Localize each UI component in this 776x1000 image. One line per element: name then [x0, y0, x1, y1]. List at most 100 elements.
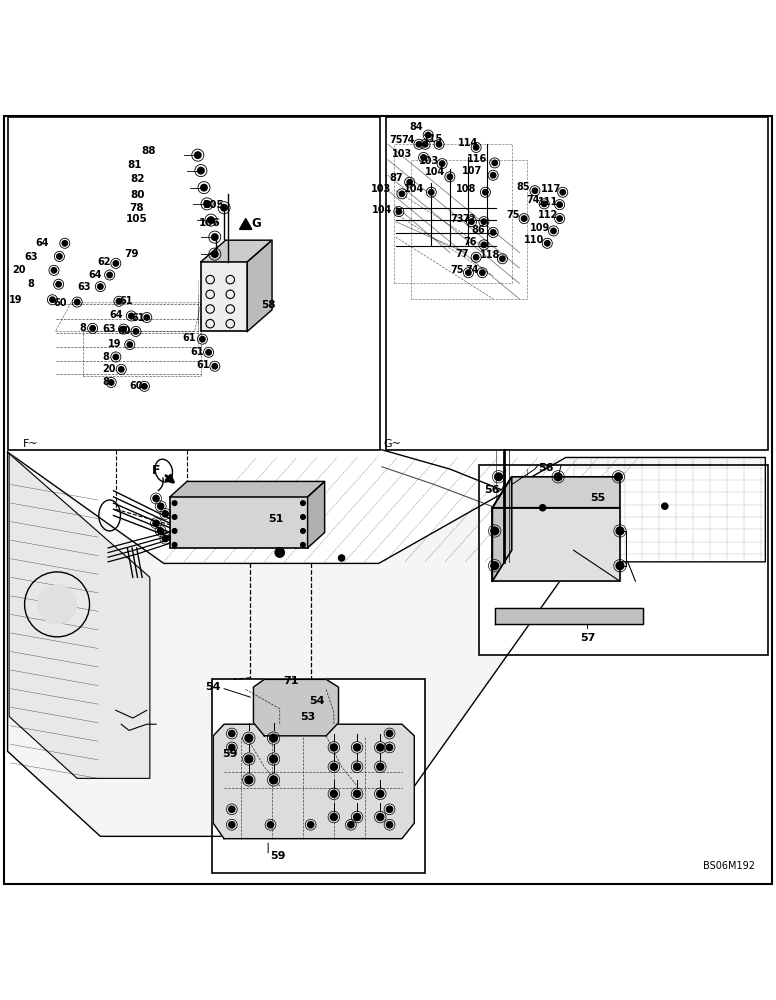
Circle shape: [270, 776, 278, 784]
Text: 86: 86: [472, 225, 486, 235]
Circle shape: [521, 216, 527, 221]
Circle shape: [300, 543, 305, 547]
Circle shape: [386, 806, 393, 812]
Circle shape: [204, 201, 210, 207]
Circle shape: [616, 562, 624, 570]
Text: 108: 108: [456, 184, 476, 194]
Circle shape: [270, 734, 278, 742]
Circle shape: [245, 734, 253, 742]
Text: 63: 63: [78, 282, 91, 292]
Polygon shape: [213, 724, 414, 839]
Circle shape: [377, 763, 384, 770]
Circle shape: [428, 190, 434, 195]
Text: 111: 111: [538, 197, 558, 207]
Text: 118: 118: [480, 250, 500, 260]
Text: 104: 104: [372, 205, 393, 215]
Text: 103: 103: [419, 156, 439, 166]
Text: 107: 107: [462, 166, 483, 176]
Text: F: F: [152, 464, 161, 477]
Circle shape: [354, 744, 361, 751]
Text: 54: 54: [309, 696, 324, 706]
Polygon shape: [307, 481, 324, 548]
Text: 8: 8: [102, 377, 109, 387]
Text: 61: 61: [132, 313, 145, 323]
Text: 106: 106: [199, 218, 221, 228]
Circle shape: [483, 190, 488, 195]
Circle shape: [386, 744, 393, 751]
Circle shape: [113, 354, 119, 360]
Bar: [170, 497, 307, 548]
Circle shape: [551, 228, 556, 234]
Circle shape: [245, 755, 253, 763]
Circle shape: [545, 241, 550, 246]
Text: 55: 55: [591, 493, 606, 503]
Text: 51: 51: [268, 514, 283, 524]
Circle shape: [422, 142, 428, 147]
Circle shape: [56, 282, 61, 287]
Circle shape: [616, 527, 624, 535]
Text: 19: 19: [9, 295, 23, 305]
Bar: [8, 117, 380, 450]
Circle shape: [439, 161, 445, 166]
Text: 59: 59: [222, 749, 237, 759]
Circle shape: [158, 528, 164, 534]
Circle shape: [119, 367, 124, 372]
Circle shape: [481, 242, 487, 248]
Circle shape: [245, 776, 253, 784]
Circle shape: [199, 336, 205, 342]
Circle shape: [195, 152, 201, 158]
Circle shape: [113, 261, 119, 266]
Text: 117: 117: [541, 184, 561, 194]
Circle shape: [229, 730, 235, 737]
Circle shape: [491, 527, 498, 535]
Circle shape: [158, 503, 164, 509]
Circle shape: [50, 297, 55, 302]
Circle shape: [300, 529, 305, 533]
Text: 64: 64: [88, 270, 102, 280]
Circle shape: [466, 270, 471, 275]
Circle shape: [221, 204, 227, 211]
Circle shape: [121, 326, 126, 332]
Circle shape: [229, 822, 235, 828]
Circle shape: [532, 188, 538, 193]
Text: 85: 85: [517, 182, 530, 192]
Polygon shape: [8, 452, 765, 836]
Circle shape: [557, 216, 563, 221]
Text: 114: 114: [458, 138, 479, 148]
Text: 56: 56: [538, 463, 553, 473]
Circle shape: [208, 217, 214, 223]
Text: 104: 104: [404, 184, 424, 194]
Text: 74: 74: [526, 195, 539, 205]
Circle shape: [172, 501, 177, 505]
Text: 77: 77: [456, 249, 469, 259]
Circle shape: [338, 555, 345, 561]
Text: 61: 61: [196, 360, 210, 370]
Circle shape: [377, 790, 384, 797]
Circle shape: [206, 350, 211, 355]
Circle shape: [615, 473, 622, 481]
Circle shape: [133, 329, 139, 334]
Text: 72: 72: [462, 214, 476, 224]
Circle shape: [539, 505, 546, 511]
Text: 104: 104: [425, 167, 445, 177]
Text: BS06M192: BS06M192: [702, 861, 754, 871]
Circle shape: [270, 755, 278, 763]
Circle shape: [229, 744, 235, 751]
Circle shape: [107, 272, 113, 278]
Circle shape: [127, 342, 133, 347]
Circle shape: [98, 284, 103, 289]
Circle shape: [447, 174, 452, 179]
Text: 59: 59: [271, 851, 286, 861]
Circle shape: [144, 315, 150, 320]
Circle shape: [399, 191, 404, 197]
Circle shape: [491, 562, 498, 570]
Text: 61: 61: [119, 296, 133, 306]
Circle shape: [116, 299, 122, 304]
Circle shape: [57, 254, 62, 259]
Text: 58: 58: [262, 300, 276, 310]
Circle shape: [481, 219, 487, 224]
Bar: [201, 262, 248, 331]
Text: 110: 110: [524, 235, 544, 245]
Polygon shape: [495, 608, 643, 624]
Text: 78: 78: [130, 203, 144, 213]
